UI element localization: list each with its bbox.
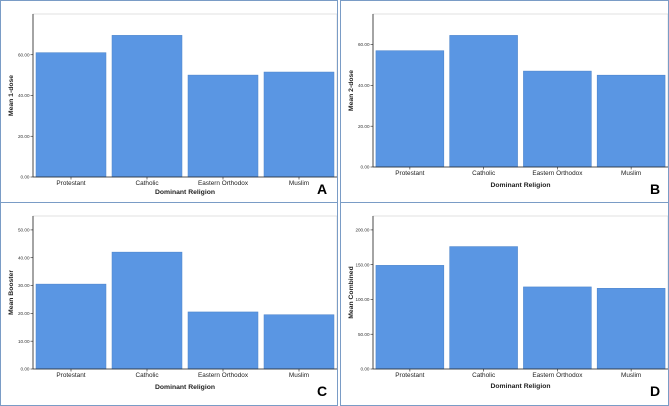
y-tick-label: 0.00 <box>361 367 370 372</box>
chart-panel-b: 0.00 20.00 40.00 60.00 Protestant Catholic Eas… <box>340 0 669 203</box>
y-tick-label: 30.00 <box>18 283 30 288</box>
panel-label-a: A <box>317 181 328 197</box>
y-tick-label: 0.00 <box>361 165 370 170</box>
x-tick-label: Muslim <box>289 180 309 187</box>
chart-a-svg: 0.00 20.00 40.00 60.00 Protestant Catholic Eas… <box>8 13 337 196</box>
y-tick-label: 10.00 <box>18 339 30 344</box>
y-tick-label: 60.00 <box>18 52 30 57</box>
x-tick-label: Eastern Orthodox <box>532 372 583 379</box>
bar-catholic <box>111 35 183 178</box>
y-tick-label: 0.00 <box>21 175 30 180</box>
bar-eastern-orthodox <box>187 74 259 178</box>
bar-muslim <box>263 314 335 370</box>
y-tick-label: 20.00 <box>358 124 370 129</box>
x-tick-label: Catholic <box>135 180 159 187</box>
bar-eastern-orthodox <box>187 311 259 370</box>
x-tick-label: Catholic <box>135 372 159 379</box>
y-tick-label: 0.00 <box>21 367 30 372</box>
x-tick-label: Eastern Orthodox <box>532 170 583 177</box>
bar-muslim <box>596 288 666 370</box>
bar-protestant <box>35 52 107 178</box>
x-axis-title: Dominant Religion <box>490 383 550 390</box>
x-tick-label: Catholic <box>472 170 496 177</box>
x-tick-label: Protestant <box>395 372 424 379</box>
chart-panel-d: 0.00 50.00 100.00 150.00 200.00 Protestant Cat… <box>340 202 669 406</box>
y-tick-label: 50.00 <box>18 228 30 233</box>
x-tick-label: Protestant <box>56 372 85 379</box>
bar-muslim <box>263 71 335 178</box>
bar-protestant <box>375 265 445 370</box>
bar-catholic <box>449 246 518 370</box>
y-tick-label: 40.00 <box>18 255 30 260</box>
panel-label-c: C <box>317 383 328 399</box>
x-tick-label: Protestant <box>395 170 424 177</box>
panel-label-d: D <box>650 383 661 399</box>
y-tick-label: 60.00 <box>358 42 370 47</box>
bar-catholic <box>111 251 183 370</box>
chart-d-svg: 0.00 50.00 100.00 150.00 200.00 Protestant Cat… <box>348 215 668 390</box>
bar-catholic <box>449 35 518 168</box>
x-tick-label: Eastern Orthodox <box>198 372 249 379</box>
y-axis-title: Mean Booster <box>8 270 15 315</box>
x-axis-title: Dominant Religion <box>155 384 215 391</box>
panel-label-b: B <box>650 181 661 197</box>
y-tick-label: 200.00 <box>355 228 369 233</box>
y-tick-label: 20.00 <box>18 311 30 316</box>
y-tick-label: 100.00 <box>355 297 369 302</box>
y-tick-label: 50.00 <box>358 332 370 337</box>
chart-c-svg: 0.00 10.00 20.00 30.00 40.00 50.00 Protestant C… <box>8 215 337 391</box>
chart-panel-c: 0.00 10.00 20.00 30.00 40.00 50.00 Protestant C… <box>0 202 338 406</box>
chart-b-svg: 0.00 20.00 40.00 60.00 Protestant Catholic Eas… <box>348 13 668 189</box>
y-tick-label: 150.00 <box>355 262 369 267</box>
x-tick-label: Catholic <box>472 372 496 379</box>
bar-protestant <box>375 50 445 168</box>
y-axis-title: Mean 2-dose <box>348 70 355 111</box>
y-axis-title: Mean 1-dose <box>8 75 15 116</box>
x-tick-label: Eastern Orthodox <box>198 180 249 187</box>
y-tick-label: 40.00 <box>18 93 30 98</box>
x-axis-title: Dominant Religion <box>155 189 215 196</box>
x-axis-title: Dominant Religion <box>490 182 550 189</box>
y-tick-label: 20.00 <box>18 134 30 139</box>
x-tick-label: Muslim <box>289 372 309 379</box>
bar-eastern-orthodox <box>523 286 592 370</box>
y-axis-title: Mean Combined <box>348 266 355 319</box>
bar-eastern-orthodox <box>523 70 592 168</box>
x-tick-label: Muslim <box>621 170 641 177</box>
bar-muslim <box>596 74 666 168</box>
x-tick-label: Protestant <box>56 180 85 187</box>
y-tick-label: 40.00 <box>358 83 370 88</box>
bar-protestant <box>35 283 107 370</box>
x-tick-label: Muslim <box>621 372 641 379</box>
chart-panel-a: 0.00 20.00 40.00 60.00 Protestant Catholic Eas… <box>0 0 338 203</box>
